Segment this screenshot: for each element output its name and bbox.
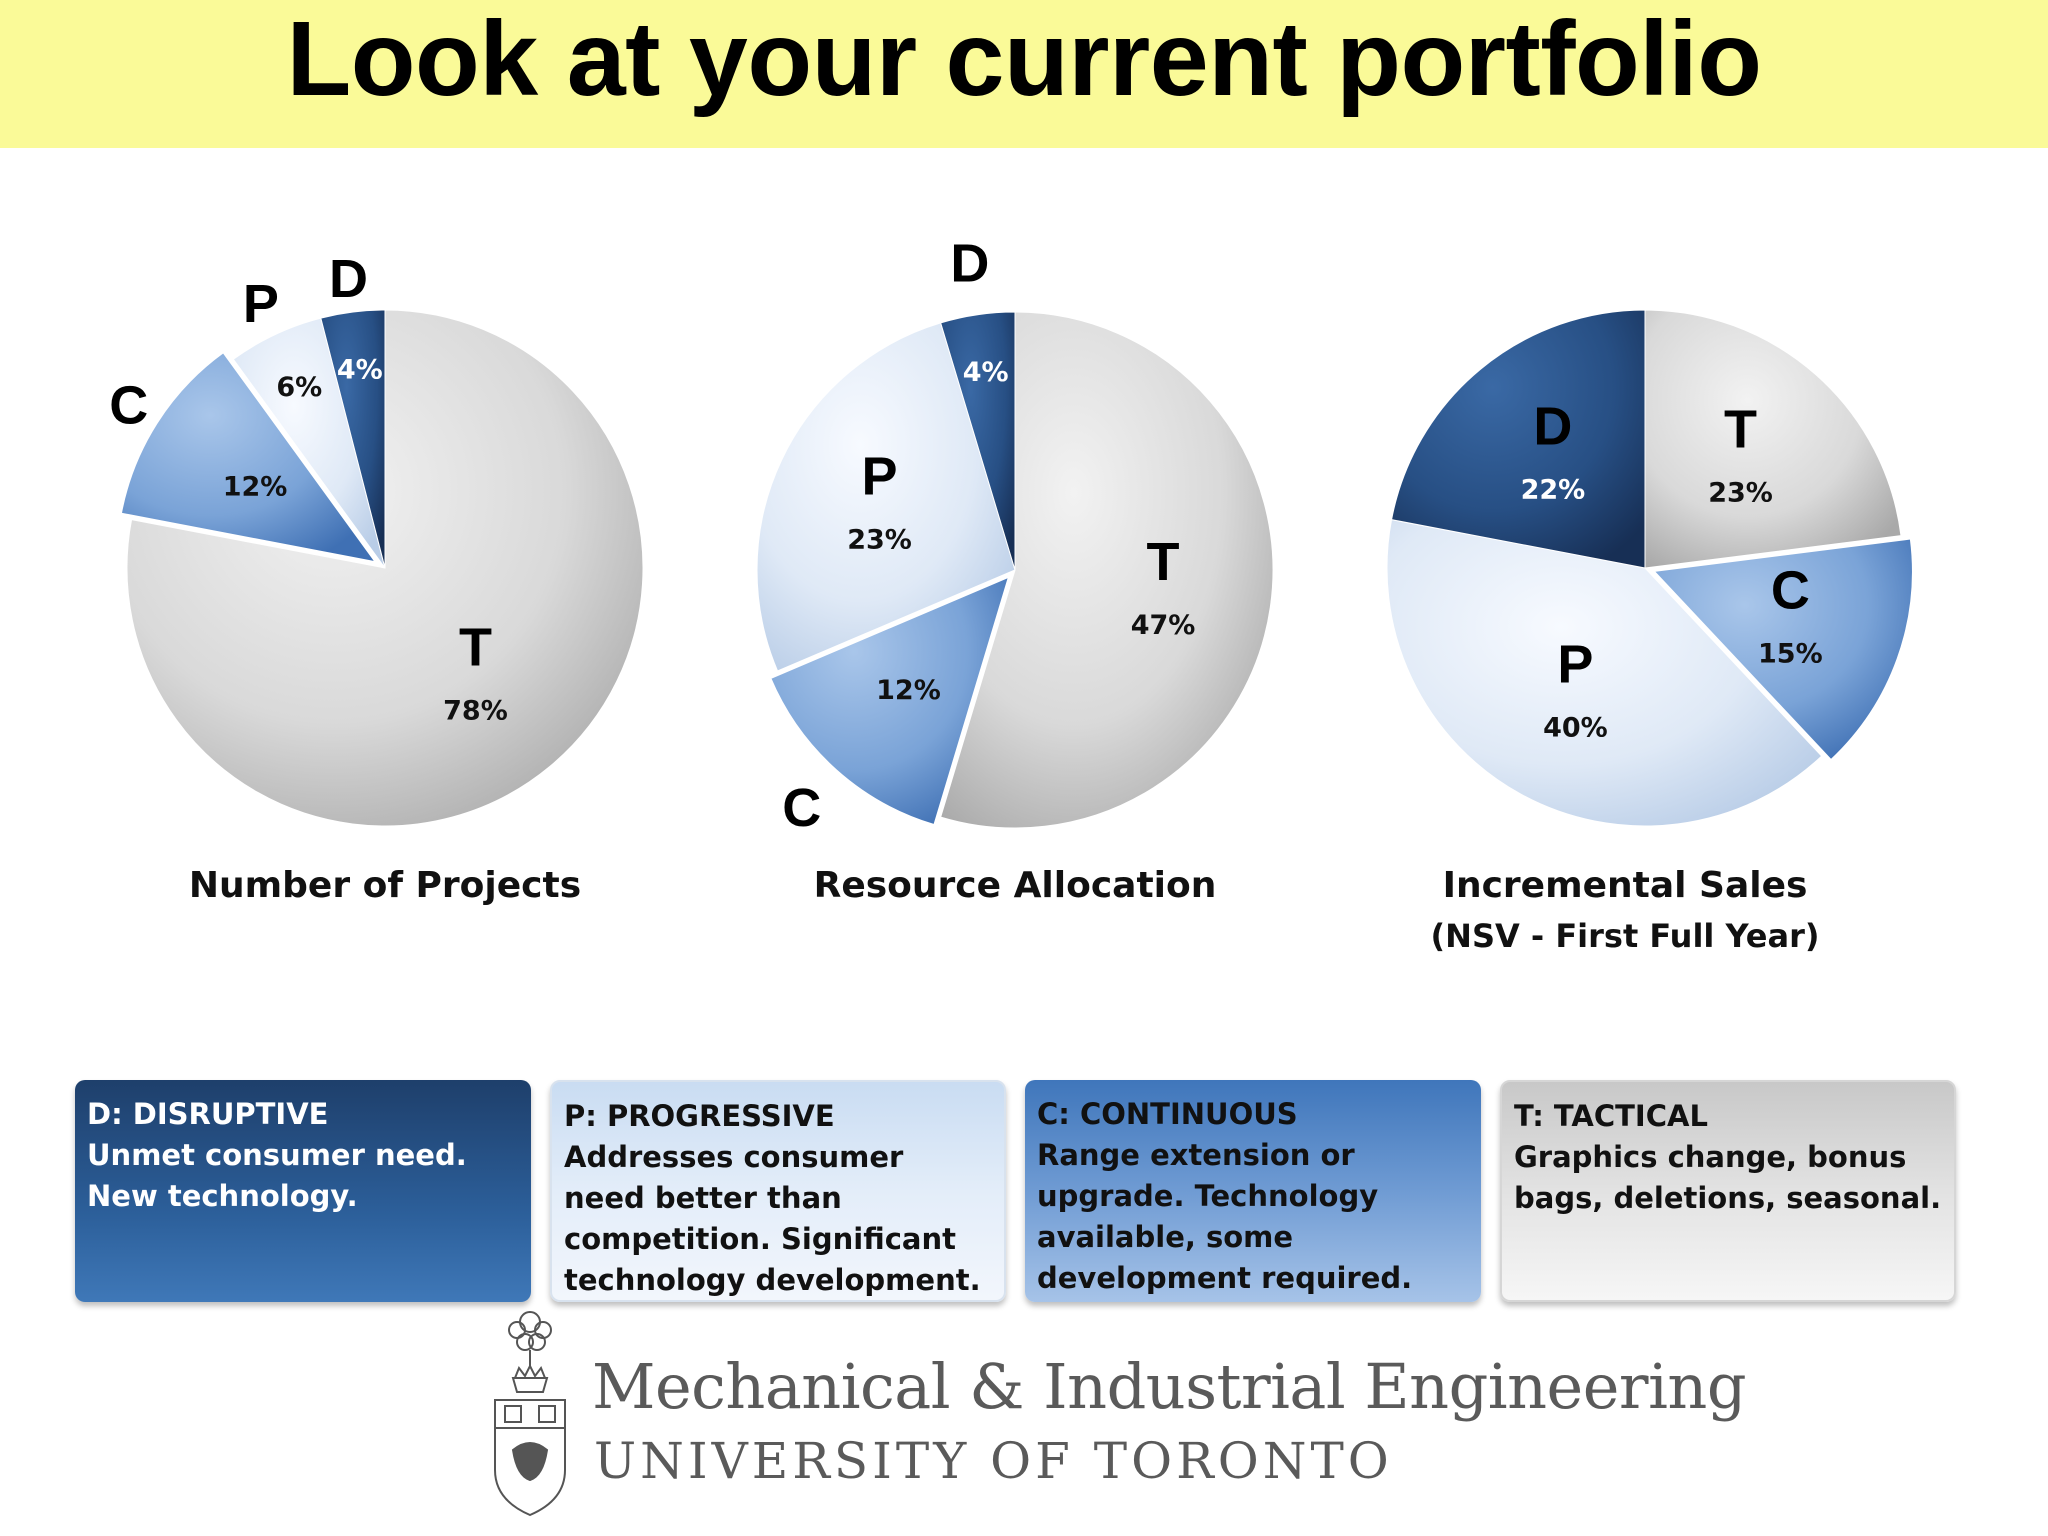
legend-tactical-text: Graphics change, bonus bags, deletions, … [1514,1140,1942,1215]
pie-2-label-P: P [861,446,897,506]
pie-3-label-P: P [1557,635,1593,695]
chart-2-caption: Resource Allocation [813,865,1217,906]
pie-1-slice-C [120,352,377,563]
department-name: Mechanical & Industrial Engineering [592,1350,1747,1423]
university-name: UNIVERSITY OF TORONTO [594,1432,1393,1490]
pie-1-slice-D [320,309,386,569]
chart-3-subtitle: (NSV - First Full Year) [1430,917,1820,955]
pie-3-slice-T [1644,309,1902,569]
pie-2-slice-T [940,311,1274,829]
pie-1-value-P: 6% [276,372,322,403]
legend-continuous: C: CONTINUOUS Range extension or upgrade… [1025,1080,1481,1302]
page-title: Look at your current portfolio [286,0,1762,118]
pie-2-value-P: 23% [847,524,912,555]
pie-3-label-D: D [1533,397,1572,457]
pie-1-label-P: P [243,274,279,334]
legend-progressive-text: Addresses consumer need better than comp… [564,1140,981,1297]
pie-3-value-T: 23% [1708,478,1773,509]
legend-disruptive: D: DISRUPTIVE Unmet consumer need. New t… [75,1080,531,1302]
pie-3-slice-C [1653,538,1913,761]
legend-disruptive-text: Unmet consumer need. New technology. [87,1138,467,1213]
pie-1-value-C: 12% [223,472,288,503]
pie-2-slice-C [770,576,1010,826]
university-crest-icon [494,1311,566,1517]
pie-1-label-T: T [459,617,492,677]
pie-3-slice-D [1390,309,1646,569]
pie-1-label-C: C [109,375,148,435]
title-banner [0,0,2048,148]
legend-tactical-title: T: TACTICAL [1514,1099,1708,1133]
pie-2-label-C: C [782,778,821,838]
legend-disruptive-title: D: DISRUPTIVE [87,1097,329,1131]
pie-2-value-T: 47% [1131,610,1196,641]
pie-3-slice-P [1386,519,1823,827]
pie-3-label-T: T [1724,400,1757,460]
pie-1-label-D: D [329,249,368,309]
pie-2-value-C: 12% [876,675,941,706]
pie-2-label-D: D [950,234,989,294]
legend-progressive-title: P: PROGRESSIVE [564,1099,835,1133]
chart-1-caption: Number of Projects [188,865,582,906]
pie-2-label-T: T [1147,532,1180,592]
pie-2-slice-D [940,311,1016,571]
pie-2-value-D: 4% [963,357,1009,388]
pie-3-value-D: 22% [1521,475,1586,506]
legend-progressive: P: PROGRESSIVE Addresses consumer need b… [550,1080,1006,1302]
legend-continuous-text: Range extension or upgrade. Technology a… [1037,1138,1413,1295]
legend-tactical: T: TACTICAL Graphics change, bonus bags,… [1500,1080,1956,1302]
pie-1-value-D: 4% [337,354,383,385]
legend-continuous-title: C: CONTINUOUS [1037,1097,1298,1131]
chart-3-caption: Incremental Sales [1442,865,1808,906]
pie-3-value-C: 15% [1758,638,1823,669]
pie-1-value-T: 78% [443,695,508,726]
pie-3-value-P: 40% [1543,713,1608,744]
pie-2-slice-P [756,322,1016,672]
pie-3-label-C: C [1771,560,1810,620]
